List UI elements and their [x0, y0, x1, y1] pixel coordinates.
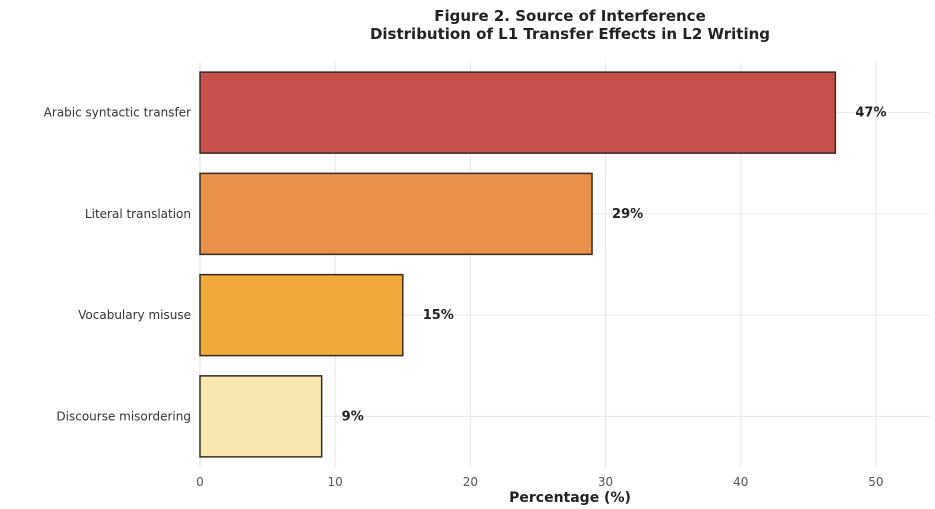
bar — [199, 375, 323, 458]
value-label: 9% — [342, 409, 364, 424]
category-labels: Arabic syntactic transfer Literal transla… — [44, 106, 191, 424]
x-tick-label: 10 — [328, 475, 343, 489]
x-tick-label: 30 — [598, 475, 613, 489]
x-tick-label: 50 — [868, 475, 883, 489]
value-label: 15% — [423, 308, 454, 323]
bars — [199, 71, 837, 458]
bar — [199, 172, 593, 256]
x-tick-labels: 0 10 20 30 40 50 — [196, 475, 883, 489]
category-label: Arabic syntactic transfer — [44, 106, 191, 120]
x-tick-label: 40 — [733, 475, 748, 489]
category-label: Discourse misordering — [56, 409, 191, 423]
category-label: Literal translation — [85, 207, 191, 221]
x-tick-label: 0 — [196, 475, 204, 489]
value-labels: 47% 29% 15% 9% — [342, 106, 887, 425]
bar — [199, 273, 404, 357]
x-tick-label: 20 — [463, 475, 478, 489]
category-label: Vocabulary misuse — [78, 308, 191, 322]
value-label: 29% — [612, 207, 643, 222]
bar — [199, 71, 837, 154]
x-axis-title: Percentage (%) — [509, 490, 631, 506]
value-label: 47% — [855, 106, 886, 121]
chart-title-line-1: Figure 2. Source of Interference — [434, 7, 706, 25]
chart-title-line-2: Distribution of L1 Transfer Effects in L… — [370, 25, 770, 43]
